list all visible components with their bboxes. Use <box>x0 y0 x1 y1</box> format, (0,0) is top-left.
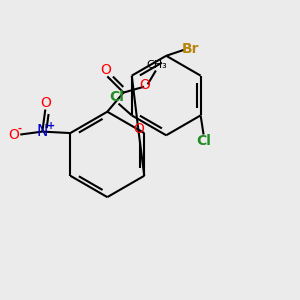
Text: O: O <box>140 78 150 92</box>
Text: N: N <box>37 124 48 139</box>
Text: +: + <box>46 121 55 131</box>
Text: -: - <box>18 124 22 134</box>
Text: O: O <box>100 64 111 77</box>
Text: Cl: Cl <box>197 134 212 148</box>
Text: Cl: Cl <box>110 90 124 104</box>
Text: Br: Br <box>182 42 199 56</box>
Text: O: O <box>8 128 19 142</box>
Text: O: O <box>134 122 144 136</box>
Text: CH₃: CH₃ <box>146 60 167 70</box>
Text: O: O <box>40 96 51 110</box>
